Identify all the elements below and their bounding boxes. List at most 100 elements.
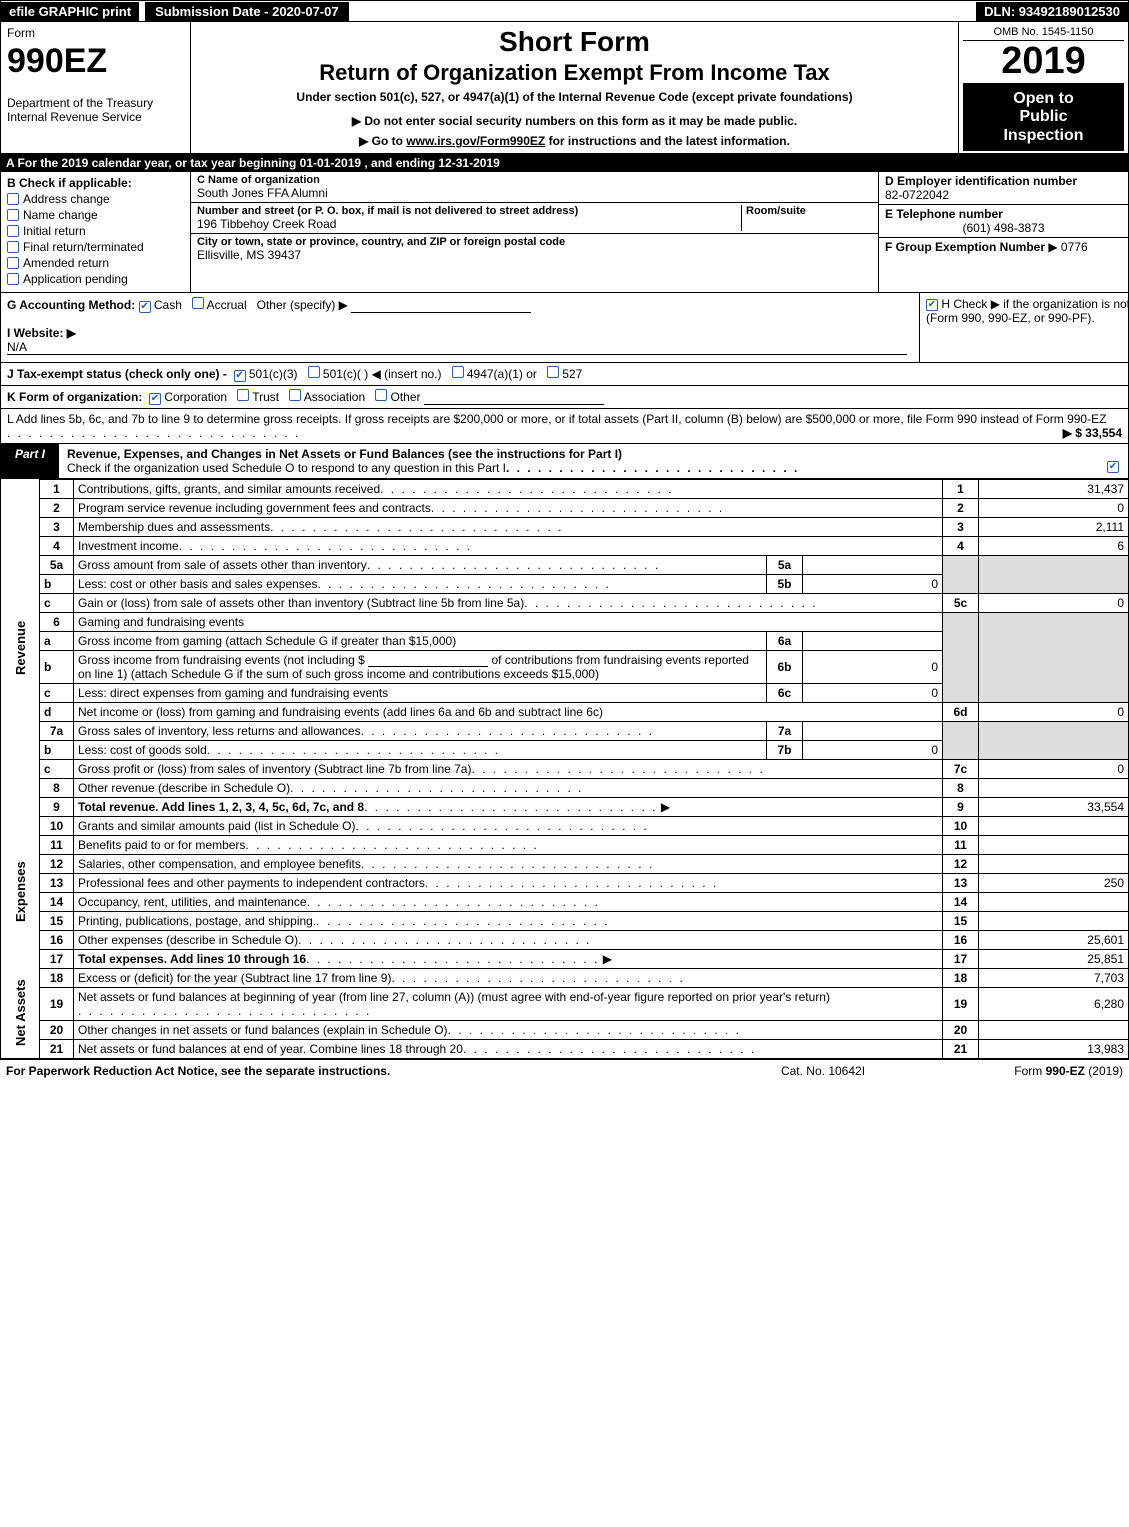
open-line3: Inspection	[965, 127, 1122, 145]
chk-address-change[interactable]	[7, 193, 19, 205]
l21-val: 13,983	[979, 1039, 1129, 1058]
tax-period: A For the 2019 calendar year, or tax yea…	[0, 154, 1129, 172]
l6d-col: 6d	[943, 702, 979, 721]
G-label: G Accounting Method:	[7, 298, 135, 312]
irs-link[interactable]: www.irs.gov/Form990EZ	[406, 134, 545, 148]
l7c-no: c	[40, 759, 74, 778]
l6-shade-val	[979, 612, 1129, 702]
l6a-no: a	[40, 631, 74, 650]
l21-col: 21	[943, 1039, 979, 1058]
row-K: K Form of organization: Corporation Trus…	[1, 385, 1128, 408]
l18-no: 18	[40, 968, 74, 987]
l16-col: 16	[943, 930, 979, 949]
lbl-other-specify: Other (specify) ▶	[257, 298, 348, 312]
l6c-no: c	[40, 683, 74, 702]
l7b-no: b	[40, 740, 74, 759]
l6b-ival: 0	[803, 650, 943, 683]
l5c-val: 0	[979, 593, 1129, 612]
lbl-other-org: Other	[391, 390, 421, 404]
l9-val: 33,554	[979, 797, 1129, 816]
l5b-ilbl: 5b	[767, 574, 803, 593]
l8-col: 8	[943, 778, 979, 797]
l4-col: 4	[943, 536, 979, 555]
form-label: Form	[7, 26, 184, 40]
chk-name-change[interactable]	[7, 209, 19, 221]
lbl-accrual: Accrual	[207, 298, 247, 312]
l6-desc: Gaming and fundraising events	[74, 612, 943, 631]
open-line1: Open to	[965, 90, 1122, 108]
footer-mid: Cat. No. 10642I	[723, 1064, 923, 1078]
l7-shade-val	[979, 721, 1129, 759]
chk-corporation[interactable]	[149, 393, 161, 405]
group-exemption-value: ▶ 0776	[1048, 240, 1087, 254]
l11-desc: Benefits paid to or for members	[78, 838, 245, 852]
l18-col: 18	[943, 968, 979, 987]
l16-no: 16	[40, 930, 74, 949]
chk-application-pending[interactable]	[7, 273, 19, 285]
l6a-ilbl: 6a	[767, 631, 803, 650]
chk-accrual[interactable]	[192, 297, 204, 309]
dln: DLN: 93492189012530	[976, 2, 1128, 21]
l5a-desc: Gross amount from sale of assets other t…	[78, 558, 367, 572]
l19-desc: Net assets or fund balances at beginning…	[78, 990, 830, 1004]
chk-amended-return[interactable]	[7, 257, 19, 269]
section-revenue: Revenue	[1, 479, 40, 816]
part1-table: Revenue 1 Contributions, gifts, grants, …	[0, 479, 1129, 1059]
lbl-trust: Trust	[252, 390, 279, 404]
l6b-amount-field[interactable]	[368, 653, 488, 667]
lbl-association: Association	[304, 390, 365, 404]
l7c-desc: Gross profit or (loss) from sales of inv…	[78, 762, 471, 776]
C-label: C Name of organization	[197, 174, 872, 186]
row-L: L Add lines 5b, 6c, and 7b to line 9 to …	[1, 408, 1128, 443]
short-form-title: Short Form	[199, 26, 950, 58]
l14-desc: Occupancy, rent, utilities, and maintena…	[78, 895, 307, 909]
lbl-501c: 501(c)( ) ◀ (insert no.)	[323, 367, 442, 381]
chk-association[interactable]	[289, 389, 301, 401]
l14-no: 14	[40, 892, 74, 911]
l5-shade-col	[943, 555, 979, 593]
chk-trust[interactable]	[237, 389, 249, 401]
efile-graphic-print[interactable]: efile GRAPHIC print	[1, 2, 139, 21]
part1-text: Revenue, Expenses, and Changes in Net As…	[67, 447, 622, 461]
dept-treasury: Department of the Treasury	[7, 96, 184, 110]
chk-H[interactable]	[926, 299, 938, 311]
other-specify-field[interactable]	[351, 299, 531, 313]
other-org-field[interactable]	[424, 391, 604, 405]
l11-val	[979, 835, 1129, 854]
submission-date: Submission Date - 2020-07-07	[145, 2, 349, 21]
chk-527[interactable]	[547, 366, 559, 378]
header-right: OMB No. 1545-1150 2019 Open to Public In…	[958, 22, 1128, 153]
I-label: I Website: ▶	[7, 326, 76, 340]
rows-G-to-L: G Accounting Method: Cash Accrual Other …	[0, 293, 1129, 444]
l6b-no: b	[40, 650, 74, 683]
lbl-address-change: Address change	[23, 192, 110, 206]
chk-other-org[interactable]	[375, 389, 387, 401]
l17-col: 17	[943, 949, 979, 968]
l7-shade-col	[943, 721, 979, 759]
E-label: E Telephone number	[885, 207, 1122, 221]
chk-501c[interactable]	[308, 366, 320, 378]
l5c-desc: Gain or (loss) from sale of assets other…	[78, 596, 524, 610]
l8-desc: Other revenue (describe in Schedule O)	[78, 781, 290, 795]
website-value: N/A	[7, 340, 907, 355]
l3-no: 3	[40, 517, 74, 536]
chk-4947[interactable]	[452, 366, 464, 378]
chk-part1-scheduleO[interactable]	[1107, 461, 1119, 473]
l6a-ival	[803, 631, 943, 650]
part1-title: Part I Revenue, Expenses, and Changes in…	[0, 444, 1129, 479]
open-to-public-inspection: Open to Public Inspection	[963, 84, 1124, 151]
chk-cash[interactable]	[139, 301, 151, 313]
chk-initial-return[interactable]	[7, 225, 19, 237]
F-label: F Group Exemption Number	[885, 240, 1045, 254]
under-section: Under section 501(c), 527, or 4947(a)(1)…	[199, 90, 950, 104]
chk-501c3[interactable]	[234, 370, 246, 382]
lbl-application-pending: Application pending	[23, 272, 128, 286]
l13-no: 13	[40, 873, 74, 892]
l1-no: 1	[40, 479, 74, 498]
l6d-val: 0	[979, 702, 1129, 721]
l2-no: 2	[40, 498, 74, 517]
l15-no: 15	[40, 911, 74, 930]
chk-final-return[interactable]	[7, 241, 19, 253]
lbl-initial-return: Initial return	[23, 224, 86, 238]
page-footer: For Paperwork Reduction Act Notice, see …	[0, 1059, 1129, 1082]
